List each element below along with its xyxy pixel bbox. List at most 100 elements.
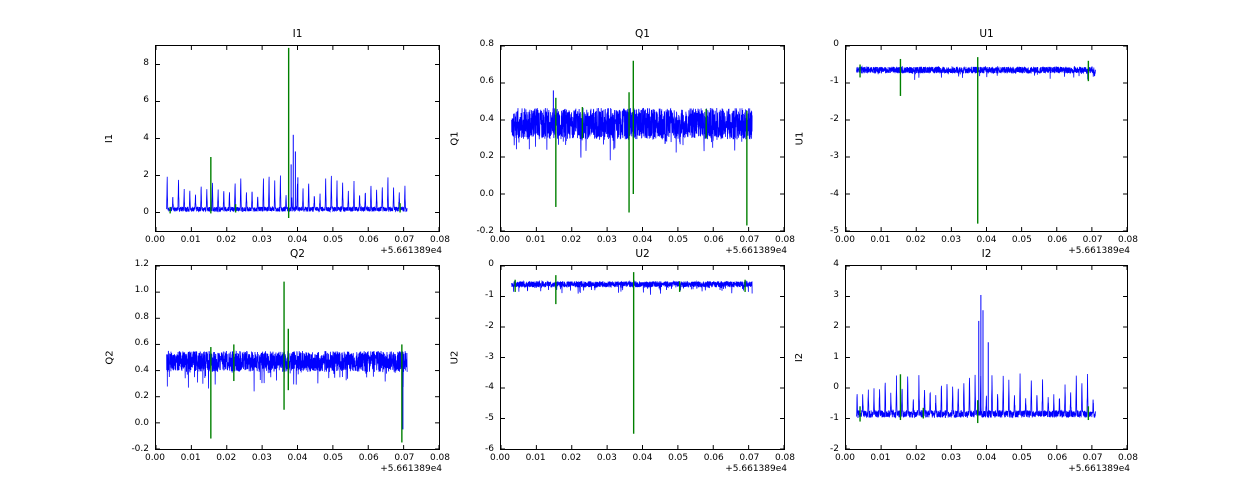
x-tick-label: 0.04	[287, 235, 308, 245]
y-tick-label: 2	[833, 320, 839, 331]
y-tick-label: -3	[830, 151, 839, 162]
x-tick-label: 0.05	[323, 453, 344, 463]
x-tick-label: 0.06	[703, 235, 724, 245]
plot-area	[845, 45, 1128, 232]
plot-title: I2	[981, 248, 992, 260]
x-tick-label: 0.00	[144, 235, 166, 245]
x-tick-label: 0.06	[703, 453, 724, 463]
y-tick-label: 2	[143, 169, 149, 180]
y-tick-label: 0.6	[479, 76, 494, 87]
y-tick-label: -4	[485, 382, 494, 393]
x-tick-label: 0.01	[180, 235, 201, 245]
x-tick-label: 0.01	[870, 235, 891, 245]
x-tick-label: 0.02	[905, 453, 926, 463]
y-axis-label: U1	[794, 131, 806, 146]
plot-area	[500, 265, 785, 450]
y-tick-label: -5	[830, 226, 839, 236]
y-axis-label: Q2	[104, 350, 116, 365]
y-tick-label: -2	[830, 444, 839, 454]
x-tick-label: 0.06	[358, 235, 379, 245]
y-tick-label: -2	[485, 320, 494, 331]
y-tick-label: 8	[143, 57, 149, 68]
y-tick-label: 0.4	[479, 113, 494, 124]
y-axis-label-wrap: U1	[793, 45, 807, 232]
x-tick-label: 0.04	[632, 453, 653, 463]
x-tick-label: 0.02	[216, 235, 237, 245]
x-tick-label: 0.07	[394, 453, 415, 463]
x-tick-label: 0.07	[739, 235, 760, 245]
plot-title: Q2	[290, 248, 305, 260]
x-tick-label: 0.08	[429, 453, 451, 463]
y-tick-label: 0.8	[134, 311, 149, 322]
y-tick-label: 0.4	[134, 364, 149, 375]
x-tick-label: 0.03	[251, 453, 272, 463]
y-tick-label: -0.2	[131, 444, 149, 454]
y-tick-label: 1	[833, 351, 839, 362]
y-tick-label: 0	[488, 259, 494, 269]
x-tick-label: 0.00	[489, 235, 511, 245]
y-tick-label: -1	[485, 289, 494, 300]
plot-area	[155, 45, 440, 232]
x-tick-label: 0.03	[941, 235, 962, 245]
x-tick-label: 0.05	[668, 453, 689, 463]
x-tick-label: 0.01	[180, 453, 201, 463]
subplot-u2: U2 U2 +5.661389e4 0.00 0.01 0.02 0.03 0.04 0.…	[450, 248, 796, 474]
y-tick-label: 4	[833, 259, 839, 269]
y-tick-label: 0.0	[134, 417, 149, 428]
x-tick-label: 0.05	[668, 235, 689, 245]
x-tick-label: 0.00	[144, 453, 166, 463]
x-tick-label: 0.02	[216, 453, 237, 463]
plot-area	[155, 265, 440, 450]
x-tick-label: 0.00	[834, 235, 856, 245]
x-tick-label: 0.08	[429, 235, 451, 245]
y-tick-label: -6	[485, 444, 494, 454]
plot-area	[845, 265, 1128, 450]
subplot-q2: Q2 Q2 +5.661389e4 0.00 0.01 0.02 0.03 0.04 0.…	[105, 248, 451, 474]
x-tick-label: 0.04	[287, 453, 308, 463]
x-tick-label: 0.04	[976, 235, 997, 245]
x-axis-offset-label: +5.661389e4	[725, 464, 787, 474]
plot-title: I1	[292, 28, 303, 40]
x-tick-label: 0.07	[394, 235, 415, 245]
x-tick-label: 0.05	[323, 235, 344, 245]
y-axis-label: Q1	[449, 131, 461, 146]
x-tick-label: 0.01	[870, 453, 891, 463]
x-axis-offset-label: +5.661389e4	[725, 246, 787, 256]
y-axis-label-wrap: Q1	[448, 45, 462, 232]
y-tick-label: -1	[830, 413, 839, 424]
plot-title: U1	[979, 28, 994, 40]
plot-title: U2	[635, 248, 650, 260]
x-tick-label: 0.00	[489, 453, 511, 463]
x-tick-label: 0.06	[1047, 453, 1068, 463]
x-tick-label: 0.07	[739, 453, 760, 463]
y-tick-label: 0.6	[134, 338, 149, 349]
x-tick-label: 0.07	[1082, 453, 1103, 463]
x-tick-label: 0.03	[941, 453, 962, 463]
x-tick-label: 0.00	[834, 453, 856, 463]
y-tick-label: -5	[485, 413, 494, 424]
x-axis-offset-label: +5.661389e4	[380, 464, 442, 474]
y-tick-label: -3	[485, 351, 494, 362]
y-tick-label: 0	[833, 39, 839, 49]
x-tick-label: 0.03	[251, 235, 272, 245]
x-tick-label: 0.02	[905, 235, 926, 245]
y-tick-label: -2	[830, 113, 839, 124]
x-axis-offset-label: +5.661389e4	[380, 246, 442, 256]
y-tick-label: 0.8	[479, 39, 494, 49]
y-tick-label: -0.2	[476, 226, 494, 236]
x-tick-label: 0.08	[774, 235, 796, 245]
y-tick-label: -4	[830, 188, 839, 199]
y-tick-label: 4	[143, 132, 149, 143]
x-tick-label: 0.05	[1011, 235, 1032, 245]
y-tick-label: 1.0	[134, 285, 149, 296]
y-tick-label: 0	[143, 207, 149, 218]
x-axis-offset-label: +5.661389e4	[1068, 464, 1130, 474]
x-tick-label: 0.06	[1047, 235, 1068, 245]
x-tick-label: 0.04	[976, 453, 997, 463]
y-tick-label: 0.0	[479, 188, 494, 199]
y-tick-label: 1.2	[134, 259, 149, 269]
subplot-i2: I2 I2 +5.661389e4 0.00 0.01 0.02 0.03 0.04 0.…	[795, 248, 1139, 474]
subplot-q1: Q1 Q1 +5.661389e4 0.00 0.01 0.02 0.03 0.04 0.…	[450, 28, 796, 256]
y-tick-label: 0	[833, 382, 839, 393]
